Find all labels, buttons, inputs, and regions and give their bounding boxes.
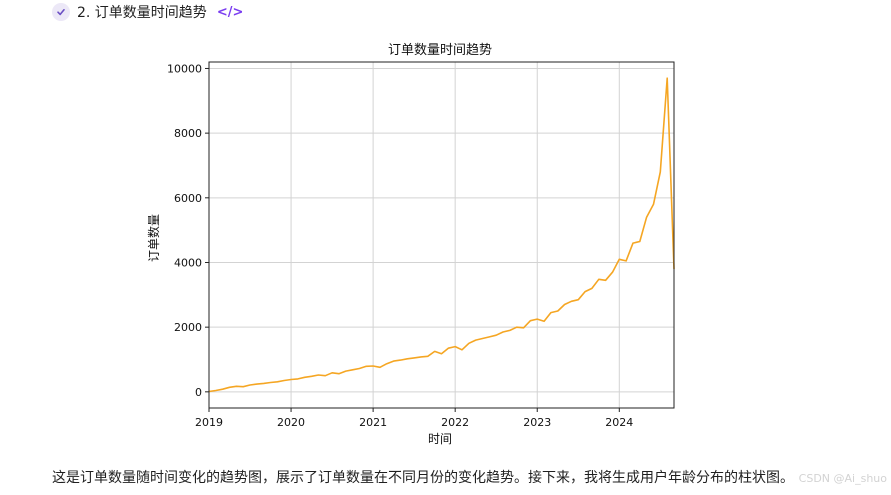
plot-frame <box>208 61 675 409</box>
x-tick-label: 2020 <box>277 416 305 429</box>
step-header: 2. 订单数量时间趋势 </> <box>52 1 243 23</box>
chart-title: 订单数量时间趋势 <box>388 42 492 58</box>
x-axis-label: 时间 <box>428 432 452 446</box>
x-tick-label: 2019 <box>195 416 223 429</box>
y-tick-label: 8000 <box>174 127 202 140</box>
grid-lines <box>208 62 674 408</box>
x-tick-label: 2021 <box>359 416 387 429</box>
series-line <box>208 77 675 393</box>
step-title: 2. 订单数量时间趋势 <box>77 5 207 21</box>
x-tick-label: 2023 <box>523 416 551 429</box>
y-tick-label: 6000 <box>174 192 202 205</box>
y-tick-label: 10000 <box>167 62 202 75</box>
x-tick-label: 2022 <box>441 416 469 429</box>
watermark: CSDN @Ai_shuo <box>798 472 887 485</box>
y-tick-label: 0 <box>195 386 202 399</box>
description-text: 这是订单数量随时间变化的趋势图，展示了订单数量在不同月份的变化趋势。接下来，我将… <box>52 470 794 486</box>
y-tick-label: 4000 <box>174 256 202 269</box>
y-axis-label: 订单数量 <box>146 214 161 262</box>
axis-ticks: 2019 2020 2021 2022 2023 2024 0 2000 4000 6000 800… <box>167 62 633 429</box>
check-icon <box>52 3 70 21</box>
y-tick-label: 2000 <box>174 321 202 334</box>
x-tick-label: 2024 <box>605 416 633 429</box>
code-icon[interactable]: </> <box>216 4 244 20</box>
line-chart: 订单数量时间趋势 2019 2020 2021 2022 2023 2024 0 2000 40… <box>146 42 675 446</box>
